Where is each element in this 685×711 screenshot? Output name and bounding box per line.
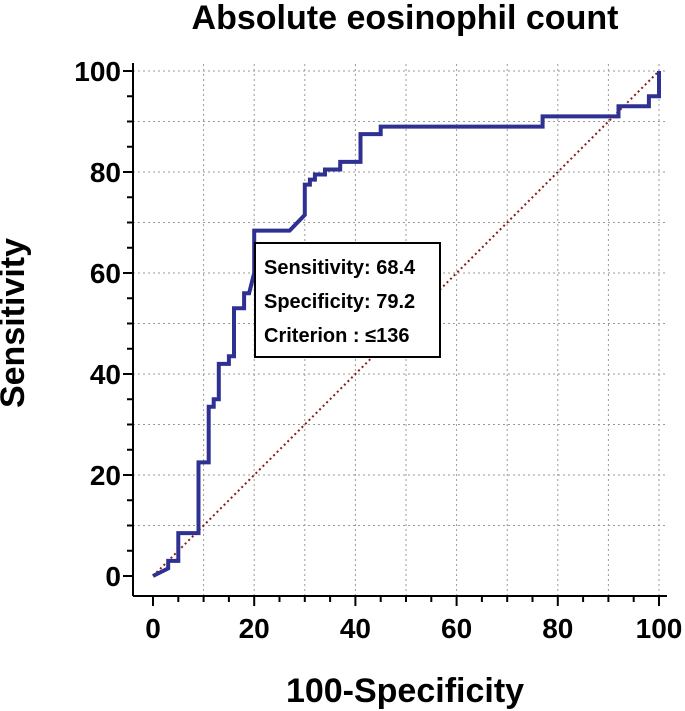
annotation-box bbox=[254, 242, 441, 358]
x-axis-label: 100-Specificity bbox=[286, 672, 524, 710]
y-tick-label: 40 bbox=[90, 359, 121, 390]
annotation-sensitivity: Sensitivity: 68.4 bbox=[264, 257, 416, 279]
annotation-specificity: Specificity: 79.2 bbox=[264, 291, 415, 313]
x-tick-label: 80 bbox=[542, 613, 573, 644]
y-tick-label: 60 bbox=[90, 258, 121, 289]
y-tick-label: 100 bbox=[74, 56, 121, 87]
x-tick-label: 40 bbox=[340, 613, 371, 644]
criterion-annotation: Sensitivity: 68.4 Specificity: 79.2 Crit… bbox=[254, 242, 441, 358]
x-tick-label: 100 bbox=[636, 613, 683, 644]
x-tick-label: 20 bbox=[239, 613, 270, 644]
x-tick-label: 0 bbox=[145, 613, 161, 644]
x-tick-label: 60 bbox=[441, 613, 472, 644]
chart-title: Absolute eosinophil count bbox=[192, 0, 619, 37]
y-axis-label: Sensitivity bbox=[0, 238, 32, 408]
annotation-criterion: Criterion : ≤136 bbox=[264, 325, 409, 347]
y-tick-label: 80 bbox=[90, 157, 121, 188]
y-tick-label: 20 bbox=[90, 460, 121, 491]
y-tick-label: 0 bbox=[105, 561, 121, 592]
roc-curve bbox=[152, 71, 661, 578]
axes bbox=[132, 63, 667, 597]
reference-line bbox=[152, 70, 660, 577]
ticks: 0 20 40 60 80 100 0 20 40 60 80 100 bbox=[74, 56, 682, 644]
